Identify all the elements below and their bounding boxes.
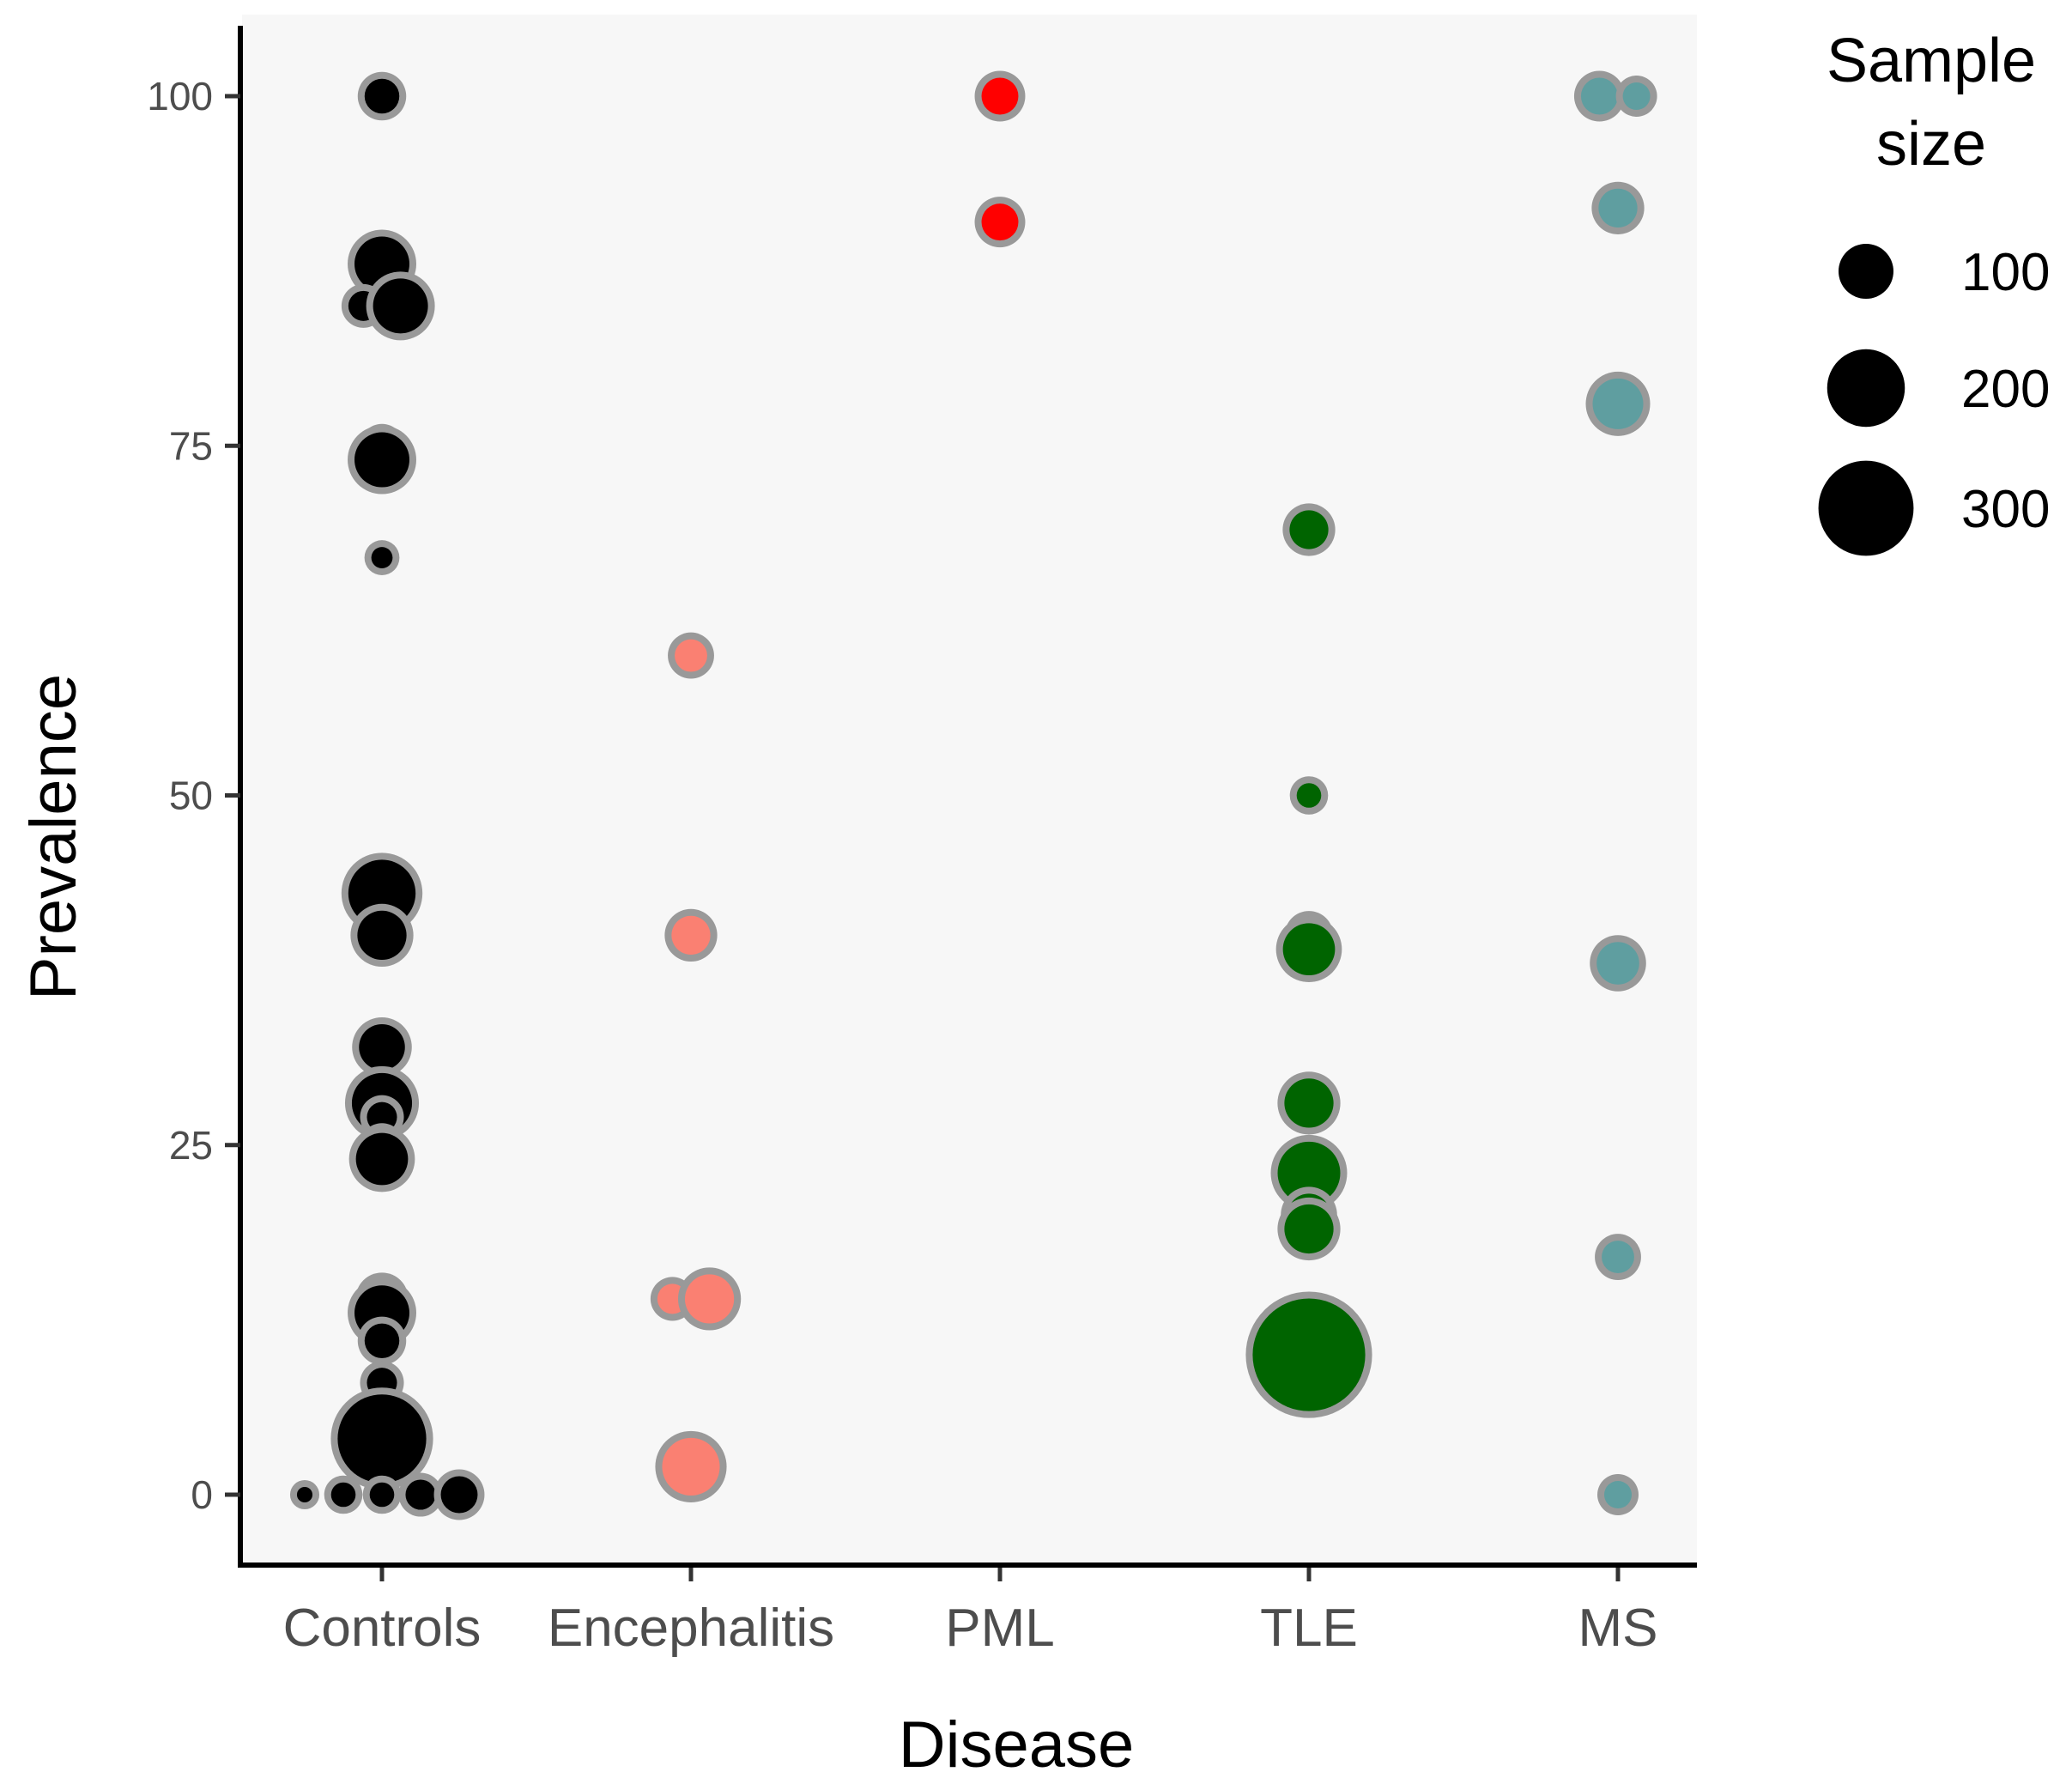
- legend-label-200: 200: [1961, 360, 2050, 419]
- y-tick-label-25: 25: [169, 1123, 213, 1168]
- y-tick-label-50: 50: [169, 774, 213, 818]
- legend-key-100: [1839, 244, 1893, 299]
- data-point-tle: [1277, 1141, 1341, 1205]
- y-tick-label-0: 0: [191, 1472, 213, 1517]
- data-point-tle: [1289, 510, 1329, 549]
- x-tick-label-pml: PML: [945, 1599, 1054, 1658]
- data-point-controls: [405, 1479, 436, 1510]
- legend: Sample size 100 200 300: [1818, 27, 2050, 556]
- data-point-controls: [330, 1482, 356, 1508]
- x-axis-ticks: Controls Encephalitis PML TLE MS: [283, 1568, 1658, 1658]
- x-tick-label-encephalitis: Encephalitis: [548, 1599, 834, 1658]
- data-point-controls: [364, 78, 400, 114]
- data-point-ms: [1592, 378, 1644, 429]
- data-point-tle: [1252, 1298, 1366, 1411]
- data-point-tle: [1296, 783, 1322, 808]
- x-tick-label-tle: TLE: [1260, 1599, 1358, 1658]
- plot-panel: [242, 15, 1697, 1564]
- y-axis-title: Prevalence: [17, 674, 90, 1000]
- data-point-controls: [337, 1394, 427, 1484]
- data-point-controls: [355, 1132, 409, 1186]
- data-point-ms: [1602, 1241, 1634, 1274]
- data-point-controls: [440, 1476, 478, 1514]
- x-tick-label-ms: MS: [1578, 1599, 1658, 1658]
- data-point-tle: [1284, 1204, 1334, 1254]
- data-point-controls: [364, 1323, 400, 1359]
- data-points: [289, 70, 1657, 1520]
- data-point-ms: [1596, 942, 1639, 985]
- data-point-pml: [981, 203, 1019, 241]
- data-point-ms: [1598, 188, 1638, 228]
- y-tick-label-75: 75: [169, 423, 213, 468]
- legend-title-line-1: Sample: [1827, 27, 2036, 95]
- legend-title-line-2: size: [1876, 110, 1986, 179]
- y-axis-ticks: 0 25 50 75 100: [147, 74, 240, 1517]
- data-point-encephalitis: [684, 1274, 735, 1324]
- data-point-controls: [357, 910, 407, 961]
- data-point-controls: [296, 1486, 313, 1503]
- x-axis-title: Disease: [899, 1708, 1135, 1781]
- data-point-pml: [981, 77, 1019, 115]
- data-point-encephalitis: [675, 639, 707, 672]
- data-point-tle: [1282, 923, 1336, 976]
- data-point-ms: [1622, 82, 1651, 110]
- data-point-ms: [1604, 1481, 1632, 1508]
- data-point-ms: [1580, 77, 1618, 115]
- legend-label-100: 100: [1961, 243, 2050, 302]
- legend-key-300: [1818, 460, 1914, 556]
- data-point-controls: [369, 1482, 395, 1508]
- y-tick-label-100: 100: [147, 74, 213, 118]
- data-point-tle: [1284, 1078, 1334, 1128]
- legend-key-200: [1827, 349, 1905, 428]
- data-point-controls: [373, 278, 428, 334]
- x-tick-label-controls: Controls: [283, 1599, 482, 1658]
- data-point-encephalitis: [671, 915, 711, 956]
- legend-label-300: 300: [1961, 480, 2050, 539]
- legend-keys: 100 200 300: [1818, 243, 2050, 556]
- data-point-controls: [359, 1023, 405, 1071]
- data-point-controls: [354, 432, 409, 488]
- data-point-controls: [371, 547, 393, 568]
- data-point-encephalitis: [662, 1437, 720, 1496]
